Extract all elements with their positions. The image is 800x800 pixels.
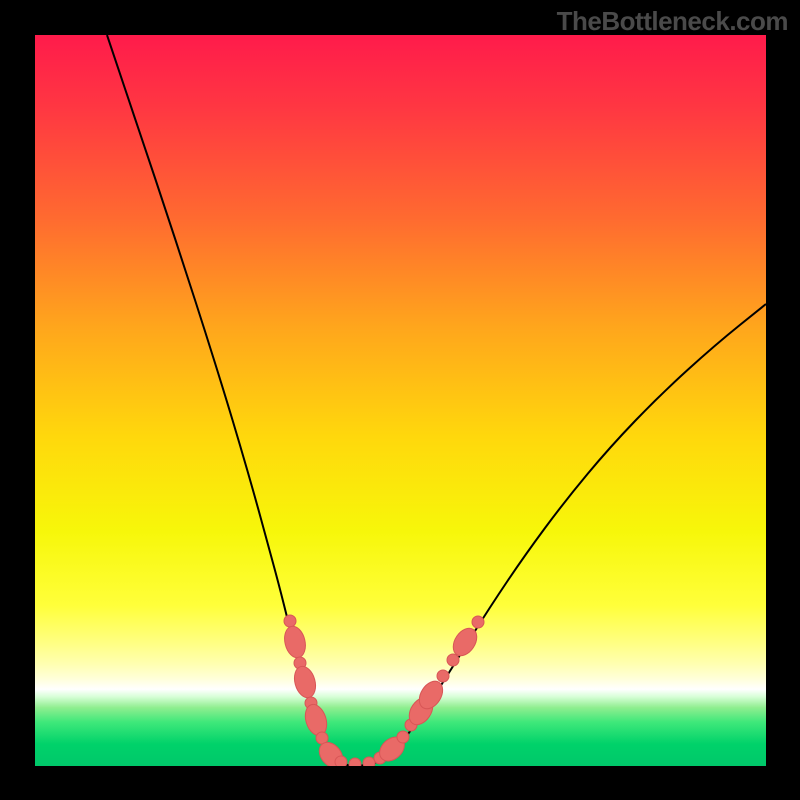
outer-frame: TheBottleneck.com — [0, 0, 800, 800]
bottleneck-curve — [107, 35, 766, 766]
curve-marker — [447, 654, 459, 666]
curve-marker — [282, 624, 309, 660]
curve-marker — [291, 664, 319, 700]
curve-marker — [302, 702, 331, 739]
curve-marker — [472, 616, 484, 628]
curve-marker — [349, 758, 361, 766]
curve-marker — [335, 756, 347, 766]
curve-marker — [363, 757, 375, 766]
plot-area — [35, 35, 766, 766]
curve-marker — [397, 731, 409, 743]
watermark-text: TheBottleneck.com — [557, 6, 788, 37]
curve-marker — [284, 615, 296, 627]
bottleneck-curve-layer — [35, 35, 766, 766]
curve-marker — [437, 670, 449, 682]
